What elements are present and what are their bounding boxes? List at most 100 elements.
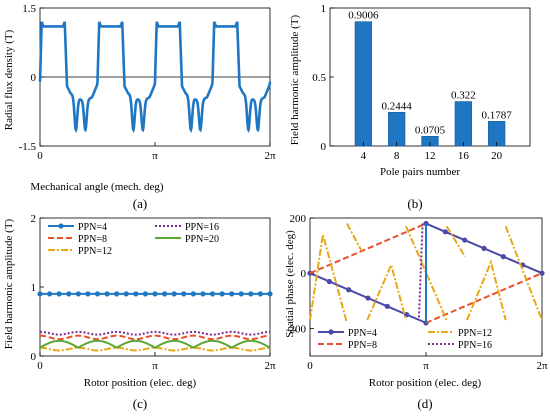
panel-c-legend-label: PPN=16	[185, 222, 219, 233]
panel-d-series-marker	[462, 237, 468, 243]
panel-c-ylabel: Field harmonic amplitude (T)	[3, 218, 15, 349]
panel-c-series-line	[39, 334, 271, 341]
panel-b-data-label: 0.1787	[482, 109, 513, 121]
panel-c-series-marker	[161, 291, 168, 297]
panel-c-series-marker	[104, 291, 110, 297]
panel-c-series-marker	[267, 291, 273, 297]
panel-c-ytick-label: 1	[31, 282, 37, 294]
panel-b-xtick-label: 12	[425, 150, 436, 162]
panel-c: 0 1 2 0 π 2π PPN=4 PPN=16 PPN=8 PPN=20 PPN=12 Roto…	[3, 213, 276, 411]
panel-b-xlabel: Pole pairs number	[380, 166, 460, 178]
panel-c-series-marker	[133, 291, 139, 297]
panel-b-xtick-label: 8	[394, 150, 400, 162]
panel-d-legend-marker	[328, 329, 334, 335]
panel-b-data-label: 0.0705	[415, 124, 446, 136]
panel-d-ytick-label: 0	[301, 268, 307, 280]
panel-d-series-marker	[365, 295, 371, 301]
panel-a-xlabel: Mechanical angle (mech. deg)	[30, 181, 163, 193]
panel-b-bar	[388, 111, 406, 147]
panel-d-series-marker	[326, 278, 332, 285]
panel-d-ytick-label: -200	[286, 323, 307, 335]
panel-d-series-line	[425, 272, 543, 324]
panel-d-series-marker	[442, 229, 448, 235]
panel-c-series-marker	[85, 291, 91, 297]
panel-b-data-label: 0.322	[451, 90, 476, 102]
panel-c-xtick-label: 0	[37, 360, 43, 372]
panel-a-xtick-label: π	[152, 150, 158, 162]
panel-d-series-marker	[384, 303, 390, 309]
panel-d-series-line	[346, 223, 363, 252]
panel-d-legend-label: PPN=8	[348, 340, 377, 351]
panel-c-caption: (c)	[133, 396, 147, 411]
panel-c-legend-label: PPN=20	[185, 234, 219, 245]
panel-b-xtick-label: 20	[491, 150, 503, 162]
panel-c-series-marker	[257, 291, 264, 297]
panel-c-series-line	[39, 339, 271, 349]
panel-d-caption: (d)	[417, 396, 432, 411]
plot-a-marks: -1.501.50 π 2π	[19, 3, 276, 162]
panel-c-ytick-label: 0	[31, 351, 37, 363]
panel-b-xtick-label: 16	[458, 150, 470, 162]
plot-c-marks: 0 1 2 0 π 2π PPN=4 PPN=16 PPN=8 PPN=20 PPN=12	[31, 213, 276, 372]
panel-c-series-marker	[181, 291, 187, 297]
panel-b-bar	[454, 101, 472, 147]
panel-d-ytick-label: 200	[290, 213, 307, 225]
panel-d-xlabel: Rotor position (elec. deg)	[369, 377, 482, 389]
plot-b-marks: 0 0.5 1 0.9006 4 0.2444 8 0.0705 12 0.322 16 0.1787…	[312, 3, 531, 162]
panel-a-series-line	[38, 21, 272, 134]
panel-b: 0 0.5 1 0.9006 4 0.2444 8 0.0705 12 0.322 16 0.1787…	[289, 3, 531, 211]
panel-b-data-label: 0.2444	[382, 100, 413, 112]
panel-a-ytick-label: 1.5	[22, 3, 36, 15]
panel-c-xtick-label: π	[152, 360, 158, 372]
panel-c-series-marker	[94, 291, 101, 297]
panel-b-data-label: 0.9006	[348, 10, 379, 22]
panel-c-series-marker	[37, 291, 43, 297]
panel-b-ytick-label: 0	[321, 141, 327, 153]
panel-d-series-line	[417, 223, 424, 318]
panel-c-legend-label: PPN=8	[78, 234, 107, 245]
panel-a-ytick-label: 0	[31, 72, 37, 84]
panel-b-ytick-label: 1	[321, 3, 327, 15]
panel-d-legend-label: PPN=16	[458, 340, 492, 351]
panel-b-ytick-label: 0.5	[312, 72, 326, 84]
panel-d-legend-label: PPN=4	[348, 328, 377, 339]
panel-b-caption: (b)	[407, 196, 422, 211]
panel-c-xlabel: Rotor position (elec. deg)	[84, 377, 197, 389]
panel-d-legend-label: PPN=12	[458, 328, 492, 339]
panel-d-series-line	[405, 225, 448, 321]
panel-c-series-marker	[229, 291, 235, 297]
panel-c-legend-label: PPN=4	[78, 222, 107, 233]
panel-c-ytick-label: 2	[31, 213, 37, 225]
panel-b-xtick-label: 4	[361, 150, 367, 162]
panel-d-series-line	[504, 225, 543, 321]
panel-a-ytick-label: -1.5	[19, 141, 37, 153]
panel-c-series-line	[39, 330, 271, 336]
panel-a-xtick-label: 0	[37, 150, 43, 162]
panel-d-series-line	[466, 258, 507, 321]
panel-a-caption: (a)	[133, 196, 147, 211]
panel-d-xtick-label: 0	[307, 360, 313, 372]
panel-c-series-marker	[56, 291, 62, 297]
panel-d-series-marker	[346, 287, 352, 293]
panel-c-series-marker	[66, 291, 72, 297]
panel-d-series-marker	[500, 254, 506, 260]
panel-c-series-marker	[248, 291, 254, 297]
panel-d-xtick-label: 2π	[536, 360, 548, 372]
panel-c-series-marker	[190, 291, 196, 297]
panel-d-series-line	[445, 225, 466, 258]
panel-c-series-marker	[142, 291, 149, 297]
panel-c-series-marker	[219, 291, 225, 297]
panel-d-xtick-label: π	[423, 360, 429, 372]
panel-d-series-marker	[423, 220, 429, 227]
panel-c-xtick-label: 2π	[264, 360, 276, 372]
panel-d-series-marker	[481, 245, 487, 251]
panel-a-xtick-label: 2π	[264, 150, 276, 162]
plot-d-marks: -200 0 200 0 π 2π PPN=4 PPN=12 PPN=8 PPN=16	[286, 213, 548, 372]
panel-a: -1.501.50 π 2π Mechanical angle (mech. deg…	[3, 3, 276, 211]
panel-c-series-marker	[46, 291, 53, 297]
panel-c-series-marker	[152, 291, 158, 297]
panel-d: -200 0 200 0 π 2π PPN=4 PPN=12 PPN=8 PPN=16 Rotor…	[284, 213, 548, 411]
panel-c-legend-label: PPN=12	[78, 246, 112, 257]
panel-d-series-line	[309, 222, 427, 275]
